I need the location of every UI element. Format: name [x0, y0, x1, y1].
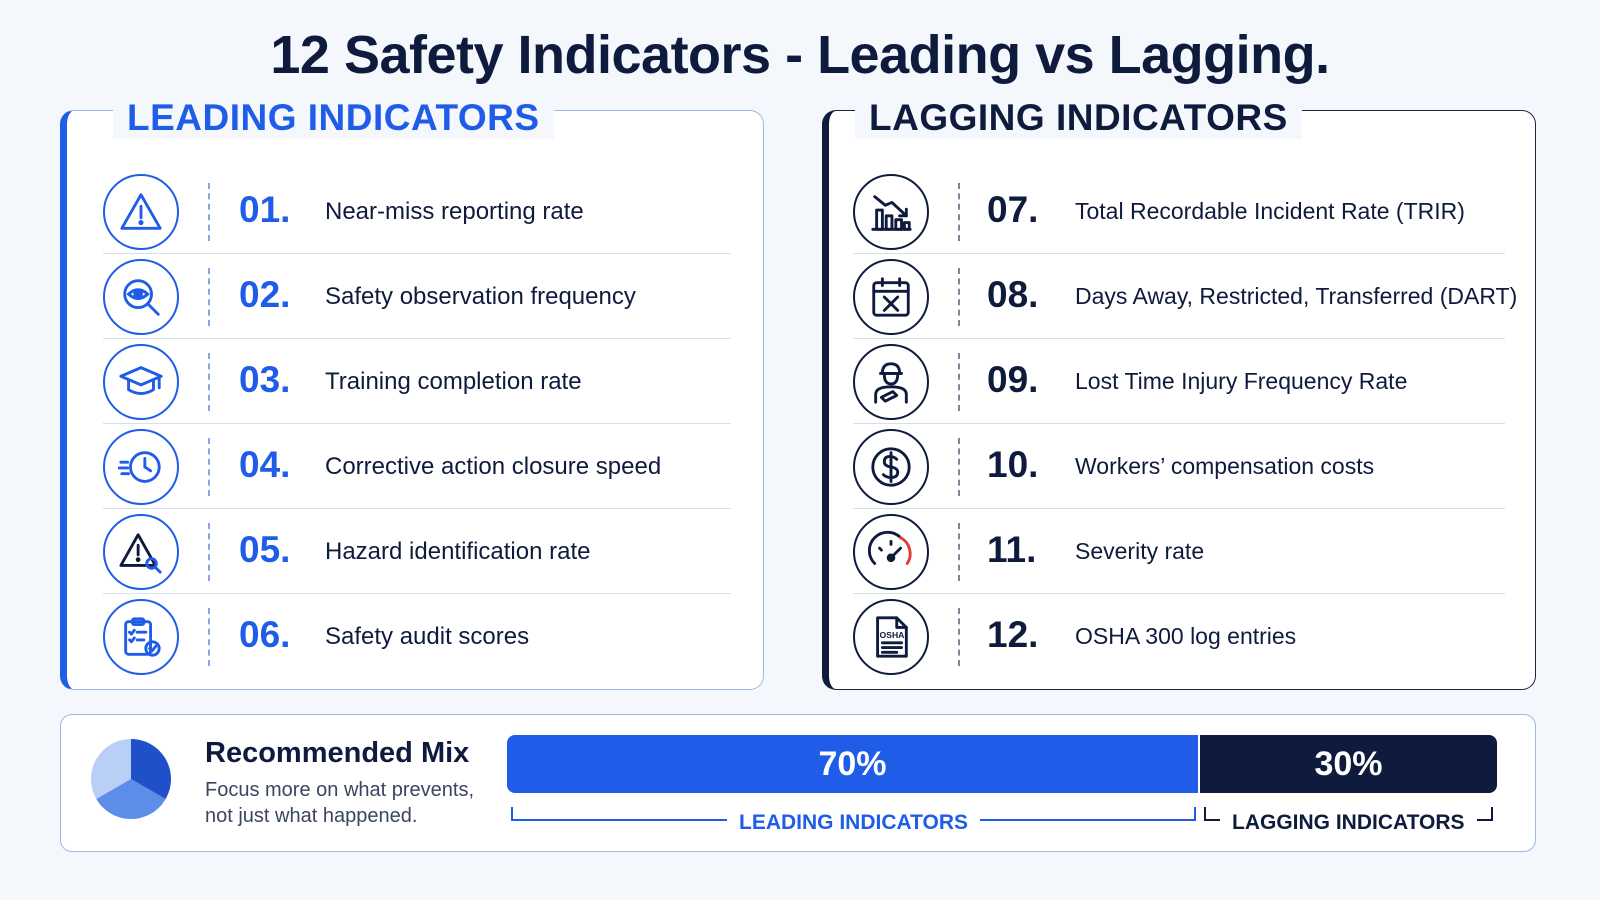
leading-panel-heading: LEADING INDICATORS	[113, 97, 554, 139]
declining-chart-icon	[853, 174, 929, 250]
osha-document-icon: OSHA	[853, 599, 929, 675]
indicator-label: Hazard identification rate	[325, 538, 591, 565]
pie-chart-icon	[91, 739, 171, 819]
list-item: 07. Total Recordable Incident Rate (TRIR…	[853, 169, 1505, 254]
row-divider	[208, 353, 210, 411]
indicator-label: Safety audit scores	[325, 623, 530, 650]
lagging-share-bar: 30%	[1200, 735, 1497, 793]
indicator-number: 04.	[239, 444, 291, 485]
indicator-label: Corrective action closure speed	[325, 453, 662, 480]
indicator-label: Training completion rate	[325, 368, 582, 395]
gauge-icon	[853, 514, 929, 590]
recommended-mix-panel: Recommended Mix Focus more on what preve…	[60, 714, 1536, 852]
indicator-label: Days Away, Restricted, Transferred (DART…	[1075, 283, 1518, 309]
fast-clock-icon	[103, 429, 179, 505]
row-divider	[958, 353, 960, 411]
row-divider	[208, 183, 210, 241]
indicator-number: 01.	[239, 189, 291, 230]
audit-clipboard-icon	[103, 599, 179, 675]
row-divider	[208, 608, 210, 666]
indicator-number: 10.	[987, 444, 1039, 485]
list-item: OSHA 12. OSHA 300 log entries	[853, 594, 1505, 679]
warning-triangle-icon	[103, 174, 179, 250]
lagging-panel-heading: LAGGING INDICATORS	[855, 97, 1302, 139]
list-item: 04. Corrective action closure speed	[103, 424, 731, 509]
indicator-label: Total Recordable Incident Rate (TRIR)	[1075, 198, 1465, 224]
osha-icon-text: OSHA	[880, 630, 905, 640]
indicator-label: Workers’ compensation costs	[1075, 453, 1375, 479]
leading-bracket-label: LEADING INDICATORS	[727, 811, 981, 835]
list-item: 06. Safety audit scores	[103, 594, 731, 679]
indicator-label: OSHA 300 log entries	[1075, 623, 1297, 649]
leading-share-bar: 70%	[507, 735, 1200, 793]
leading-list: 01. Near-miss reporting rate 02. Safety …	[103, 169, 731, 679]
eye-magnifier-icon	[103, 259, 179, 335]
row-divider	[958, 438, 960, 496]
mix-subtitle: Focus more on what prevents, not just wh…	[205, 779, 475, 827]
list-item: 09. Lost Time Injury Frequency Rate	[853, 339, 1505, 424]
indicator-number: 12.	[987, 614, 1039, 655]
hazard-search-icon	[103, 514, 179, 590]
indicator-number: 08.	[987, 274, 1039, 315]
lagging-list: 07. Total Recordable Incident Rate (TRIR…	[853, 169, 1517, 679]
row-divider	[958, 523, 960, 581]
row-divider	[208, 438, 210, 496]
leading-indicators-panel: LEADING INDICATORS 01. Near-miss reporti…	[60, 97, 764, 690]
indicator-number: 02.	[239, 274, 291, 315]
lagging-indicators-panel: LAGGING INDICATORS 07. Total Recordable …	[822, 97, 1536, 690]
indicator-number: 03.	[239, 359, 291, 400]
indicator-label: Near-miss reporting rate	[325, 198, 584, 225]
graduation-cap-icon	[103, 344, 179, 420]
indicator-label: Safety observation frequency	[325, 283, 636, 310]
calendar-x-icon	[853, 259, 929, 335]
list-item: 08. Days Away, Restricted, Transferred (…	[853, 254, 1517, 339]
indicator-number: 06.	[239, 614, 291, 655]
list-item: 02. Safety observation frequency	[103, 254, 731, 339]
mix-title: Recommended Mix	[205, 737, 470, 769]
list-item: 11. Severity rate	[853, 509, 1505, 594]
indicator-label: Severity rate	[1075, 538, 1205, 564]
indicator-number: 07.	[987, 189, 1039, 230]
list-item: 03. Training completion rate	[103, 339, 731, 424]
lagging-bracket-label: LAGGING INDICATORS	[1220, 811, 1477, 835]
page-title: 12 Safety Indicators - Leading vs Laggin…	[270, 25, 1330, 85]
indicator-number: 05.	[239, 529, 291, 570]
indicator-number: 11.	[987, 529, 1037, 570]
mix-progress-bar: 70% 30%	[507, 735, 1497, 793]
list-item: 01. Near-miss reporting rate	[103, 169, 731, 254]
list-item: 05. Hazard identification rate	[103, 509, 731, 594]
dollar-coin-icon	[853, 429, 929, 505]
row-divider	[958, 608, 960, 666]
indicator-label: Lost Time Injury Frequency Rate	[1075, 368, 1408, 394]
list-item: 10. Workers’ compensation costs	[853, 424, 1505, 509]
row-divider	[208, 268, 210, 326]
row-divider	[958, 183, 960, 241]
row-divider	[958, 268, 960, 326]
indicator-number: 09.	[987, 359, 1039, 400]
row-divider	[208, 523, 210, 581]
injured-worker-icon	[853, 344, 929, 420]
